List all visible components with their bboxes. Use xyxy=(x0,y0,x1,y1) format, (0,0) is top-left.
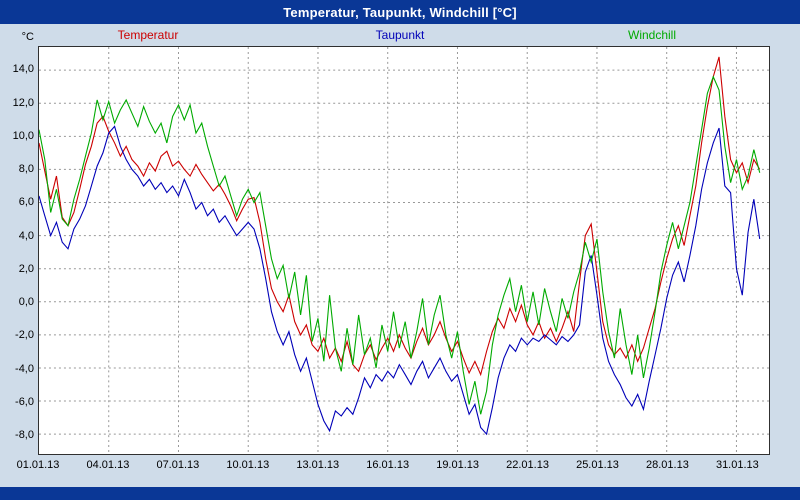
y-tick-label: -8,0 xyxy=(15,429,34,442)
x-tick-label: 22.01.13 xyxy=(506,459,549,471)
y-tick-label: 14,0 xyxy=(12,63,34,76)
window-title-bar: Temperatur, Taupunkt, Windchill [°C] xyxy=(0,0,800,24)
y-tick-label: -4,0 xyxy=(15,362,34,375)
legend-temperatur: Temperatur xyxy=(117,28,179,42)
legend-windchill: Windchill xyxy=(627,28,677,42)
x-tick-label: 16.01.13 xyxy=(366,459,410,471)
x-tick-label: 01.01.13 xyxy=(16,459,60,471)
x-tick-label: 13.01.13 xyxy=(296,459,340,471)
x-tick-label: 19.01.13 xyxy=(436,459,480,471)
x-tick-label: 25.01.13 xyxy=(576,459,619,471)
series-line-temperatur xyxy=(39,56,761,377)
y-tick-label: 0,0 xyxy=(18,296,34,309)
series-line-windchill xyxy=(39,75,761,415)
bottom-bar xyxy=(0,487,800,500)
x-tick-label: 28.01.13 xyxy=(646,459,689,471)
y-tick-label: 4,0 xyxy=(18,229,34,242)
y-tick-label: 10,0 xyxy=(12,129,34,142)
x-tick-label: 04.01.13 xyxy=(86,459,130,471)
y-tick-label: 12,0 xyxy=(12,96,34,109)
y-tick-label: -6,0 xyxy=(15,395,34,408)
legend-taupunkt: Taupunkt xyxy=(375,28,425,42)
plot-area xyxy=(38,46,770,455)
window-title: Temperatur, Taupunkt, Windchill [°C] xyxy=(283,4,517,20)
y-axis-unit-label: °C xyxy=(21,31,34,43)
y-tick-label: 6,0 xyxy=(18,196,34,209)
y-tick-label: -2,0 xyxy=(15,329,34,342)
x-tick-label: 07.01.13 xyxy=(156,459,200,471)
chart-svg xyxy=(39,47,769,454)
x-tick-label: 10.01.13 xyxy=(226,459,270,471)
series-line-taupunkt xyxy=(39,125,761,436)
y-tick-label: 8,0 xyxy=(18,163,34,176)
y-tick-label: 2,0 xyxy=(18,262,34,275)
x-tick-label: 31.01.13 xyxy=(715,459,759,471)
